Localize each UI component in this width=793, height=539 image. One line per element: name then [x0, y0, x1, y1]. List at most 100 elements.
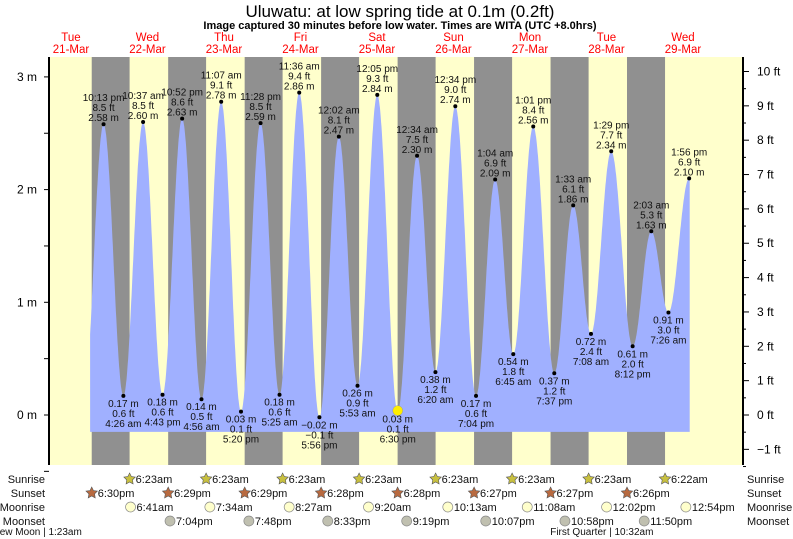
- sunset-icon: [85, 486, 99, 499]
- low-tide-label-a: 0.38 m: [420, 375, 451, 386]
- high-tide-point: [297, 90, 302, 95]
- high-tide-label-a: 1:01 pm: [515, 95, 551, 106]
- moonrise-time: 8:27am: [295, 502, 332, 514]
- low-tide-label-a: 0.37 m: [539, 376, 570, 387]
- moonrise-time: 12:54pm: [692, 502, 735, 514]
- high-tide-label-c: 2.86 m: [284, 82, 315, 93]
- high-tide-point: [101, 122, 106, 127]
- high-tide-point: [180, 116, 185, 121]
- low-tide-label-c: 7:08 am: [573, 357, 609, 368]
- low-tide-label-b: 1.2 ft: [424, 385, 446, 396]
- high-tide-label-b: 5.3 ft: [640, 210, 662, 221]
- low-tide-label-c: 4:43 pm: [144, 418, 180, 429]
- high-tide-label-a: 1:29 pm: [593, 120, 629, 131]
- moonrise-icon: [204, 501, 216, 513]
- high-tide-label-c: 2.63 m: [167, 108, 198, 119]
- high-tide-point: [336, 134, 341, 139]
- high-tide-label-c: 2.74 m: [440, 95, 471, 106]
- day-date-label: 21-Mar: [53, 44, 90, 56]
- high-tide-point: [258, 121, 263, 126]
- sunrise-time: 6:22am: [671, 474, 708, 486]
- moonrise-time: 9:20am: [375, 502, 412, 514]
- low-tide-label-a: 0.54 m: [498, 357, 529, 368]
- left-axis-label: 2 m: [17, 183, 37, 197]
- current-tide-marker: [392, 405, 403, 416]
- low-tide-point: [239, 409, 243, 414]
- high-tide-label-c: 2.59 m: [245, 112, 276, 123]
- sunrise-time: 6:23am: [442, 474, 479, 486]
- low-tide-label-b: 0.6 ft: [151, 408, 173, 419]
- high-tide-label-a: 10:37 am: [122, 91, 164, 102]
- moonset-time: 10:58pm: [571, 516, 614, 528]
- low-tide-label-b: 0.9 ft: [346, 399, 368, 410]
- high-tide-label-b: 7.5 ft: [406, 135, 428, 146]
- row-label-right: Sunset: [747, 488, 781, 500]
- high-tide-point: [219, 99, 224, 104]
- low-tide-point: [199, 397, 204, 402]
- high-tide-label-b: 9.1 ft: [210, 81, 232, 92]
- day-name-label: Mon: [519, 32, 541, 44]
- moonrise-icon: [521, 501, 533, 513]
- right-axis-label: −1 ft: [757, 442, 781, 456]
- moonrise-icon: [363, 501, 374, 513]
- high-tide-label-a: 1:33 am: [555, 174, 591, 185]
- high-tide-label-b: 8.4 ft: [522, 105, 544, 116]
- right-axis-label: 6 ft: [757, 202, 774, 216]
- high-tide-label-b: 9.0 ft: [444, 85, 466, 96]
- right-axis-label: 4 ft: [757, 271, 774, 285]
- low-tide-point: [121, 393, 126, 398]
- moonrise-icon: [125, 501, 136, 513]
- low-tide-label-c: 6:20 am: [417, 395, 453, 406]
- low-tide-point: [666, 310, 671, 315]
- sunset-time: 6:30pm: [98, 488, 135, 500]
- moon-phase-label: New Moon | 1:23am: [0, 527, 82, 538]
- moonset-time: 7:04pm: [176, 516, 213, 528]
- sunset-icon: [467, 486, 481, 499]
- low-tide-point: [474, 393, 479, 398]
- day-name-label: Sun: [443, 32, 463, 44]
- sunrise-time: 6:23am: [518, 474, 555, 486]
- sunset-icon: [314, 486, 328, 499]
- high-tide-label-c: 2.30 m: [402, 145, 433, 156]
- low-tide-label-b: 3.0 ft: [657, 325, 679, 336]
- moonrise-time: 11:08am: [533, 502, 575, 514]
- sunset-time: 6:29pm: [251, 488, 288, 500]
- high-tide-label-a: 12:34 pm: [434, 75, 476, 86]
- low-tide-label-a: −0.02 m: [301, 420, 337, 431]
- sunrise-time: 6:23am: [136, 474, 173, 486]
- high-tide-label-c: 2.10 m: [674, 167, 705, 178]
- chart-title: Uluwatu: at low spring tide at 0.1m (0.2…: [246, 2, 555, 21]
- high-tide-label-c: 2.56 m: [518, 115, 549, 126]
- row-label-right: Sunrise: [747, 474, 784, 486]
- day-date-label: 24-Mar: [282, 44, 319, 56]
- high-tide-point: [493, 177, 498, 182]
- low-tide-label-b: 1.8 ft: [502, 367, 524, 378]
- high-tide-label-a: 11:28 pm: [240, 92, 281, 103]
- low-tide-point: [317, 415, 322, 420]
- low-tide-label-b: 0.6 ft: [112, 409, 134, 420]
- low-tide-label-c: 5:56 pm: [301, 440, 337, 451]
- high-tide-point: [531, 124, 536, 129]
- moonset-time: 10:07pm: [492, 516, 535, 528]
- sunset-icon: [544, 486, 557, 499]
- low-tide-label-a: 0.17 m: [108, 399, 139, 410]
- high-tide-point: [415, 153, 420, 158]
- high-tide-point: [453, 104, 458, 109]
- low-tide-point: [433, 370, 438, 375]
- sunset-icon: [391, 486, 404, 499]
- sunrise-time: 6:23am: [212, 474, 249, 486]
- high-tide-label-c: 2.47 m: [324, 126, 355, 137]
- right-axis-label: 0 ft: [757, 408, 774, 422]
- high-tide-point: [571, 203, 576, 208]
- day-date-label: 25-Mar: [359, 44, 396, 56]
- right-axis-label: 9 ft: [757, 99, 774, 113]
- day-name-label: Thu: [214, 32, 234, 44]
- high-tide-label-c: 2.09 m: [480, 168, 511, 179]
- day-date-label: 27-Mar: [512, 44, 549, 56]
- high-tide-label-b: 9.4 ft: [288, 72, 310, 83]
- high-tide-label-b: 8.5 ft: [249, 102, 271, 113]
- low-tide-point: [630, 344, 635, 349]
- low-tide-label-b: 0.6 ft: [465, 409, 487, 420]
- high-tide-point: [649, 229, 654, 234]
- moonset-time: 7:48pm: [255, 516, 292, 528]
